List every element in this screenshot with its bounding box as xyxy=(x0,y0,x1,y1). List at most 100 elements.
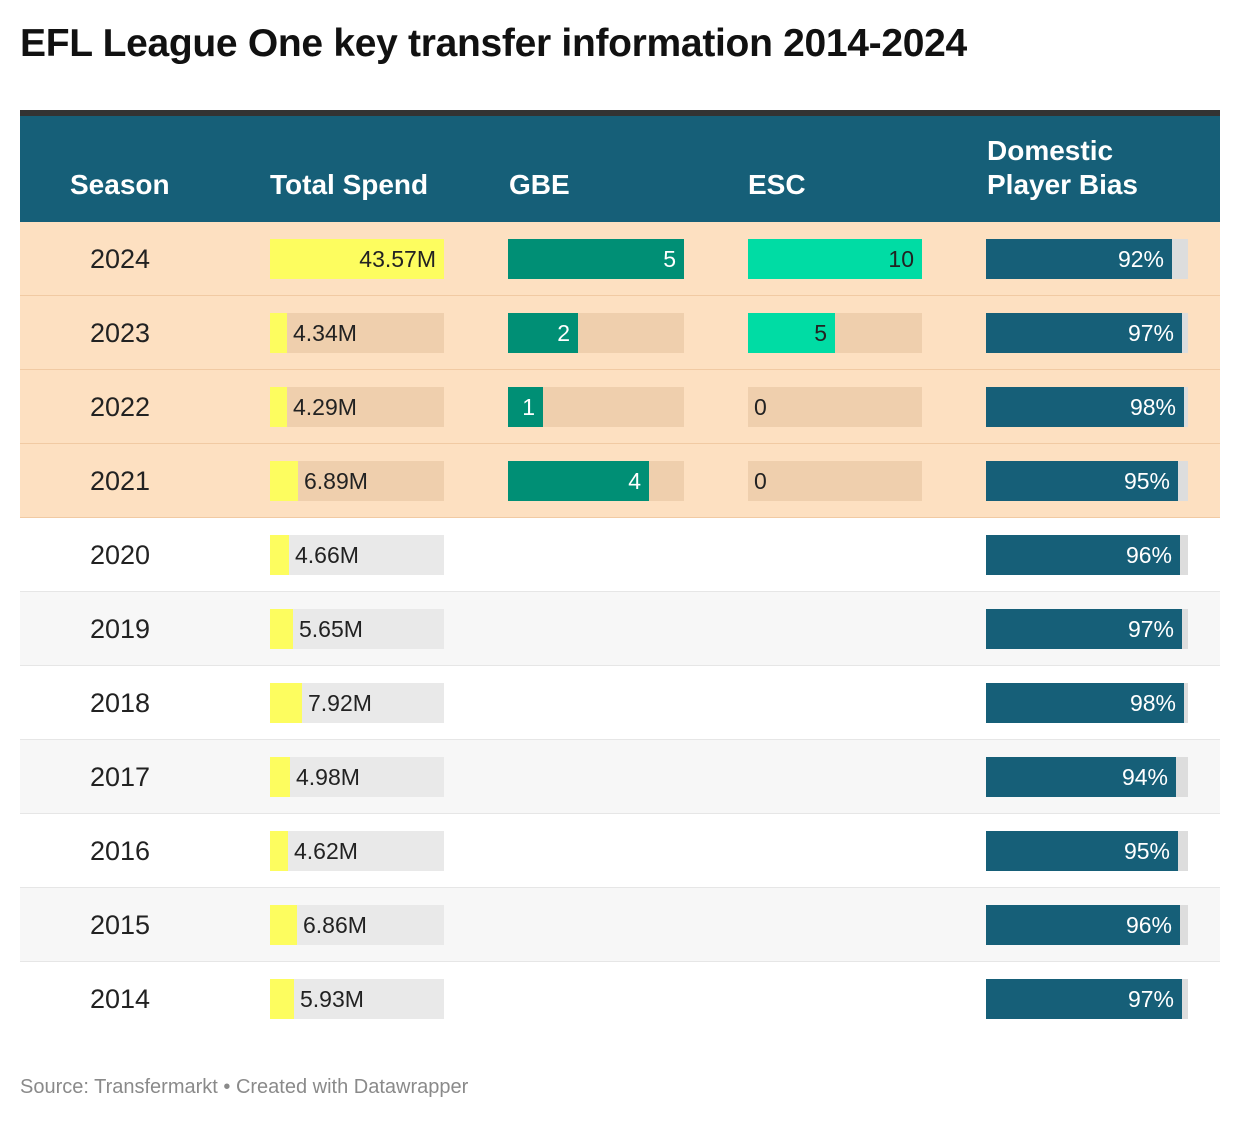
spend-bar-fill xyxy=(270,979,294,1019)
dom-bar: 97% xyxy=(986,313,1188,353)
spend-bar: 4.66M xyxy=(270,535,444,575)
table-row: 2016 4.62M 95% xyxy=(20,814,1220,888)
dom-bar-fill xyxy=(986,831,1178,871)
gbe-bar: 4 xyxy=(508,461,684,501)
spend-value-label: 4.34M xyxy=(293,320,357,346)
spend-value-label: 43.57M xyxy=(359,246,436,272)
dom-bar: 98% xyxy=(986,387,1188,427)
spend-value-label: 4.98M xyxy=(296,764,360,790)
esc-bar: 10 xyxy=(748,239,922,279)
spend-value-label: 6.89M xyxy=(304,468,368,494)
gbe-value-label: 5 xyxy=(663,246,676,272)
table-row: 2022 4.29M 1 0 98% xyxy=(20,370,1220,444)
header-gbe: GBE xyxy=(509,169,570,200)
esc-bar-fill xyxy=(748,239,922,279)
table-row: 2017 4.98M 94% xyxy=(20,740,1220,814)
spend-value-label: 5.93M xyxy=(300,986,364,1012)
table-row: 2015 6.86M 96% xyxy=(20,888,1220,962)
spend-bar-track xyxy=(270,387,444,427)
header-domestic-player-bias: Domestic Player Bias xyxy=(987,134,1138,202)
dom-bar-fill xyxy=(986,313,1182,353)
season-cell: 2016 xyxy=(89,836,151,866)
dom-value-label: 94% xyxy=(1121,764,1168,790)
dom-value-label: 96% xyxy=(1125,912,1172,938)
table-row: 2014 5.93M 97% xyxy=(20,962,1220,1036)
spend-bar-fill xyxy=(270,313,287,353)
dom-bar: 97% xyxy=(986,609,1188,649)
dom-value-label: 97% xyxy=(1127,616,1174,642)
table-row: 2023 4.34M 2 5 97% xyxy=(20,296,1220,370)
table-header: Season Total Spend GBE ESC Domestic Play… xyxy=(20,116,1220,222)
esc-value-label: 5 xyxy=(814,320,827,346)
dom-bar: 98% xyxy=(986,683,1188,723)
season-cell: 2014 xyxy=(89,984,151,1014)
dom-value-label: 96% xyxy=(1125,542,1172,568)
header-esc: ESC xyxy=(748,169,806,200)
dom-bar: 95% xyxy=(986,461,1188,501)
gbe-bar-fill xyxy=(508,387,543,427)
spend-bar-fill xyxy=(270,905,297,945)
table-body: 2024 43.57M 5 10 92% 2023 4.34M 2 5 97% 2022 4.29M 1… xyxy=(20,222,1220,1036)
dom-value-label: 98% xyxy=(1129,394,1176,420)
spend-bar: 4.34M xyxy=(270,313,444,353)
source-note: Source: Transfermarkt • Created with Dat… xyxy=(20,1076,469,1098)
spend-bar-fill xyxy=(270,757,290,797)
dom-bar-fill xyxy=(986,535,1180,575)
dom-value-label: 97% xyxy=(1127,320,1174,346)
esc-bar-track xyxy=(748,387,922,427)
dom-bar: 94% xyxy=(986,757,1188,797)
esc-value-label: 10 xyxy=(888,246,914,272)
spend-bar: 5.65M xyxy=(270,609,444,649)
data-table: Season Total Spend GBE ESC Domestic Play… xyxy=(20,110,1220,1036)
dom-value-label: 95% xyxy=(1123,838,1170,864)
table-row: 2024 43.57M 5 10 92% xyxy=(20,222,1220,296)
dom-bar: 95% xyxy=(986,831,1188,871)
spend-value-label: 4.66M xyxy=(295,542,359,568)
spend-bar-track xyxy=(270,535,444,575)
season-cell: 2024 xyxy=(89,244,151,274)
spend-bar: 5.93M xyxy=(270,979,444,1019)
dom-bar: 96% xyxy=(986,535,1188,575)
gbe-value-label: 1 xyxy=(522,394,535,420)
gbe-value-label: 2 xyxy=(557,320,570,346)
spend-bar-fill xyxy=(270,387,287,427)
spend-bar: 6.89M xyxy=(270,461,444,501)
dom-bar-fill xyxy=(986,757,1176,797)
dom-bar-fill xyxy=(986,979,1182,1019)
season-cell: 2021 xyxy=(89,466,151,496)
season-cell: 2015 xyxy=(89,910,151,940)
spend-value-label: 4.29M xyxy=(293,394,357,420)
spend-bar-fill xyxy=(270,461,298,501)
gbe-bar-fill xyxy=(508,239,684,279)
gbe-bar-fill xyxy=(508,313,578,353)
spend-bar: 4.62M xyxy=(270,831,444,871)
spend-value-label: 7.92M xyxy=(308,690,372,716)
spend-bar-fill xyxy=(270,535,289,575)
table-row: 2021 6.89M 4 0 95% xyxy=(20,444,1220,518)
esc-bar-track xyxy=(748,461,922,501)
dom-bar-fill xyxy=(986,461,1178,501)
table-row: 2019 5.65M 97% xyxy=(20,592,1220,666)
spend-value-label: 4.62M xyxy=(294,838,358,864)
spend-bar: 6.86M xyxy=(270,905,444,945)
spend-bar-fill xyxy=(270,609,293,649)
dom-bar-fill xyxy=(986,239,1172,279)
spend-bar-fill xyxy=(270,239,444,279)
gbe-value-label: 4 xyxy=(628,468,641,494)
esc-value-label: 0 xyxy=(754,468,767,494)
header-season: Season xyxy=(70,169,170,200)
dom-bar: 96% xyxy=(986,905,1188,945)
dom-bar: 92% xyxy=(986,239,1188,279)
gbe-bar: 1 xyxy=(508,387,684,427)
dom-value-label: 98% xyxy=(1129,690,1176,716)
spend-bar-fill xyxy=(270,683,302,723)
season-cell: 2020 xyxy=(89,540,151,570)
gbe-bar: 5 xyxy=(508,239,684,279)
esc-bar: 0 xyxy=(748,461,922,501)
season-cell: 2017 xyxy=(89,762,151,792)
header-domestic-line2: Player Bias xyxy=(987,169,1138,200)
gbe-bar: 2 xyxy=(508,313,684,353)
dom-bar-fill xyxy=(986,905,1180,945)
season-cell: 2019 xyxy=(89,614,151,644)
spend-bar-fill xyxy=(270,831,288,871)
